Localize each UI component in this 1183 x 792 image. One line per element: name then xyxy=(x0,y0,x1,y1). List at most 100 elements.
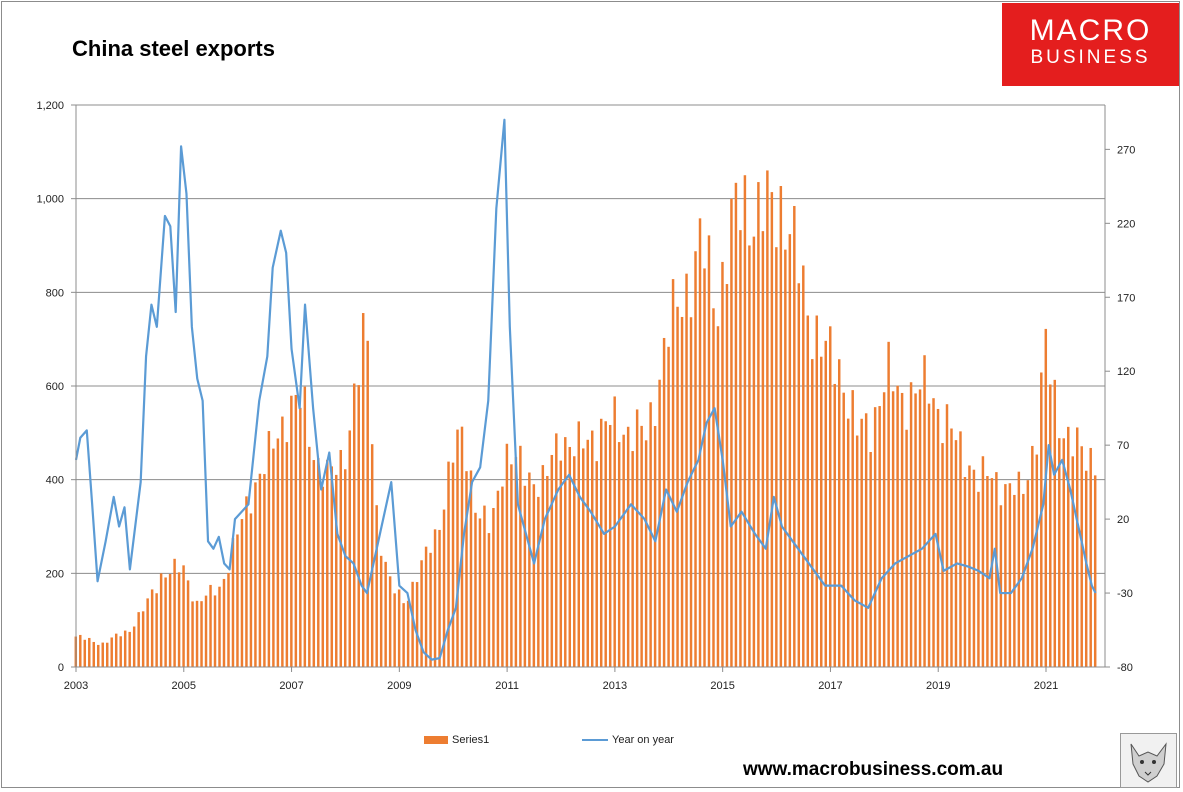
bar xyxy=(469,470,473,667)
bar xyxy=(393,593,396,667)
bar xyxy=(532,484,536,667)
bar xyxy=(716,326,720,667)
bar xyxy=(770,192,774,667)
bar xyxy=(846,418,850,667)
bar xyxy=(366,340,369,667)
bar xyxy=(101,642,104,667)
y-right-tick-label: 120 xyxy=(1117,366,1135,378)
bar xyxy=(851,390,854,667)
bar xyxy=(523,485,527,667)
bar xyxy=(402,603,405,667)
bar xyxy=(743,175,747,667)
bar xyxy=(240,519,244,667)
bar xyxy=(820,356,823,667)
bar xyxy=(433,529,437,667)
bar xyxy=(222,578,226,667)
bar xyxy=(451,462,455,667)
bar xyxy=(447,461,450,667)
bar xyxy=(155,593,158,667)
bar xyxy=(478,518,482,667)
bar xyxy=(595,461,598,667)
bar xyxy=(559,460,563,667)
bar xyxy=(680,316,684,667)
bar xyxy=(83,639,87,667)
bar xyxy=(344,469,347,667)
bar xyxy=(604,421,607,667)
bar xyxy=(712,308,715,667)
bar xyxy=(119,636,122,667)
bar xyxy=(528,472,531,667)
bar xyxy=(779,186,783,667)
bar xyxy=(1058,438,1061,667)
y-right-tick-label: 70 xyxy=(1117,440,1129,452)
bar xyxy=(137,612,140,667)
bar xyxy=(123,630,127,667)
bar xyxy=(294,394,298,667)
bar xyxy=(757,182,760,667)
bar xyxy=(793,205,796,668)
bar xyxy=(761,231,765,667)
bar xyxy=(321,486,325,667)
legend-series1: Series1 xyxy=(424,734,489,746)
bar xyxy=(734,182,738,667)
bar xyxy=(370,444,374,667)
bar xyxy=(424,546,428,667)
bar xyxy=(384,561,387,667)
bar xyxy=(698,218,702,667)
bar xyxy=(218,586,221,667)
bar xyxy=(582,448,585,667)
bar xyxy=(555,433,558,667)
bar xyxy=(114,633,118,667)
bar xyxy=(694,251,697,668)
y-left-tick-label: 600 xyxy=(46,381,64,393)
bar xyxy=(88,637,91,667)
bar xyxy=(689,317,693,667)
bar xyxy=(671,279,675,667)
bar xyxy=(936,408,940,667)
bar xyxy=(308,446,311,667)
bar xyxy=(330,466,334,667)
bar xyxy=(106,642,109,667)
bar xyxy=(146,598,149,667)
bar xyxy=(164,577,167,667)
legend-line-swatch xyxy=(582,739,608,741)
bar xyxy=(981,456,985,667)
bar xyxy=(132,626,136,667)
bar xyxy=(788,234,792,667)
bar xyxy=(182,565,185,667)
bar xyxy=(963,477,967,667)
legend-yoy-label: Year on year xyxy=(612,734,674,746)
x-tick-label: 2021 xyxy=(1034,680,1058,692)
bar xyxy=(1008,483,1012,667)
bar xyxy=(649,402,652,667)
bar xyxy=(1017,471,1021,667)
y-left-tick-label: 200 xyxy=(46,568,64,580)
bar xyxy=(990,478,994,667)
bar xyxy=(415,582,419,667)
bar xyxy=(653,426,657,667)
legend-series1-label: Series1 xyxy=(452,734,490,746)
bar xyxy=(209,584,212,667)
bar xyxy=(905,429,908,667)
bar xyxy=(335,474,338,667)
bar xyxy=(667,346,670,667)
macrobusiness-logo: MACRO BUSINESS xyxy=(1002,3,1179,86)
x-tick-label: 2013 xyxy=(603,680,627,692)
y-left-tick-label: 400 xyxy=(46,475,64,487)
bar xyxy=(258,473,262,667)
bar xyxy=(276,438,280,667)
bar-series xyxy=(74,170,1097,668)
footer-url: www.macrobusiness.com.au xyxy=(743,759,1004,780)
bar xyxy=(272,448,275,667)
y-left-tick-label: 0 xyxy=(58,662,64,674)
chart-title: China steel exports xyxy=(72,36,275,61)
x-tick-label: 2017 xyxy=(818,680,842,692)
bar xyxy=(379,555,383,667)
bar xyxy=(110,637,113,667)
logo-line-2: BUSINESS xyxy=(1030,47,1151,68)
bar xyxy=(703,268,706,667)
bar xyxy=(954,440,958,667)
bar xyxy=(752,236,756,667)
